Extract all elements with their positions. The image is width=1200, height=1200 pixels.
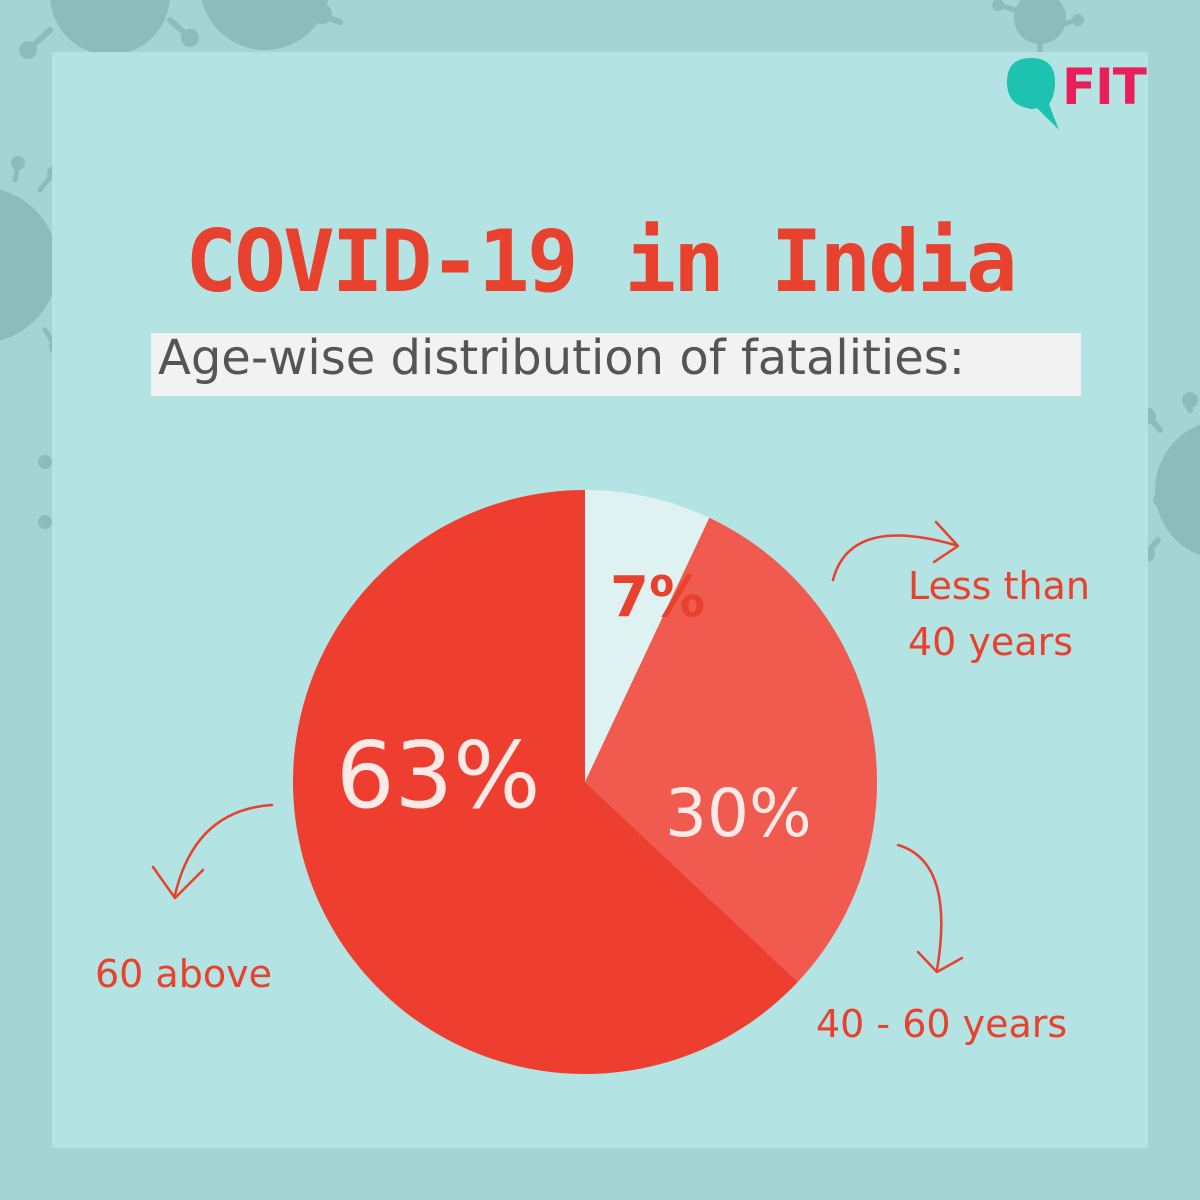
legend-60-above: 60 above	[95, 952, 272, 996]
legend-under40: Less than 40 years	[908, 558, 1090, 670]
slice-label-40-60: 30%	[665, 775, 812, 852]
pie-slice-under40	[585, 490, 710, 782]
page-subtitle: Age-wise distribution of fatalities:	[158, 330, 965, 386]
slice-label-60-above: 63%	[336, 722, 541, 829]
curved-arrow-icon	[151, 803, 274, 900]
virus-icon	[38, 455, 52, 529]
page-title: COVID-19 in India	[185, 212, 1017, 312]
legend-under40-line2: 40 years	[908, 620, 1074, 664]
pie-slice-40-60	[585, 517, 877, 982]
slice-label-under40: 7%	[610, 565, 706, 630]
pie-slice-60-above	[292, 490, 798, 1074]
curved-arrow-icon	[831, 520, 960, 582]
legend-under40-line1: Less than	[908, 564, 1090, 608]
legend-40-60: 40 - 60 years	[816, 1002, 1068, 1046]
curved-arrow-icon	[896, 843, 964, 974]
brand-logo-text: FIT	[1062, 58, 1147, 116]
subtitle-highlight	[151, 333, 1081, 396]
virus-icon	[201, 0, 343, 50]
fit-logo-icon	[1007, 58, 1059, 130]
virus-icon	[19, 0, 199, 59]
